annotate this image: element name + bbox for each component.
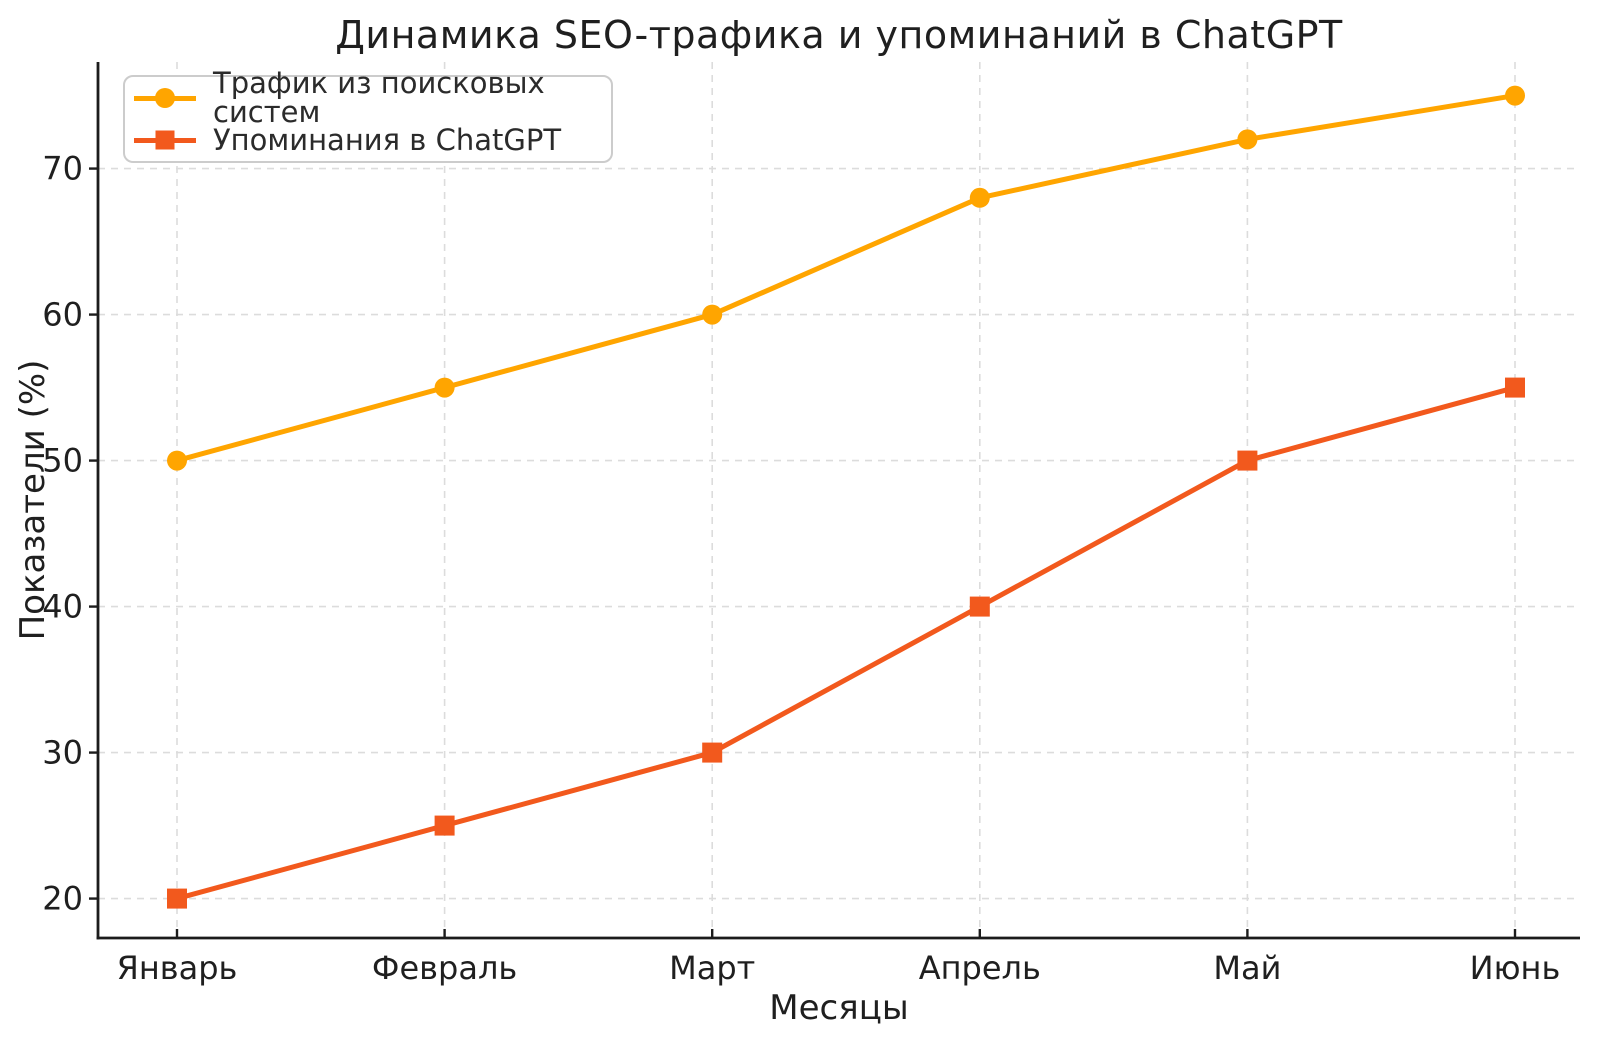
legend-line-circle-swatch xyxy=(134,87,196,109)
legend-label: Трафик из поисковых систем xyxy=(213,66,545,129)
series-line xyxy=(174,93,1518,464)
series-line xyxy=(174,385,1518,902)
y-tick-label: 30 xyxy=(42,734,83,772)
legend-line-square-swatch xyxy=(134,129,196,151)
chart-title: Динамика SEO-трафика и упоминаний в Chat… xyxy=(335,13,1343,57)
x-tick-label: Май xyxy=(1213,949,1281,987)
y-tick-label: 50 xyxy=(42,442,83,480)
x-tick-label: Январь xyxy=(117,949,238,987)
y-tick-label: 20 xyxy=(42,880,83,918)
x-tick-label: Апрель xyxy=(919,949,1041,987)
y-tick-label: 70 xyxy=(42,150,83,188)
data-point-marker xyxy=(702,304,723,325)
legend-item-chatgpt-mentions: Упоминания в ChatGPT xyxy=(134,119,611,161)
x-tick-label: Март xyxy=(669,949,755,987)
data-point-marker xyxy=(1237,450,1258,471)
circle-marker-icon xyxy=(155,88,175,108)
x-tick-label: Июнь xyxy=(1470,949,1561,987)
legend-label: Упоминания в ChatGPT xyxy=(213,122,562,157)
data-point-marker xyxy=(702,742,723,763)
data-point-marker xyxy=(1505,85,1525,106)
data-point-marker xyxy=(167,450,187,471)
x-tick-label: Февраль xyxy=(372,949,517,987)
data-point-marker xyxy=(1237,129,1258,150)
y-tick-label: 60 xyxy=(42,296,83,334)
data-point-marker xyxy=(434,377,455,398)
data-point-marker xyxy=(969,596,990,617)
data-point-marker xyxy=(434,815,455,836)
square-marker-icon xyxy=(155,130,175,150)
x-axis-title: Месяцы xyxy=(769,988,909,1028)
data-point-marker xyxy=(1505,377,1525,398)
legend-item-search-traffic: Трафик из поисковых систем xyxy=(134,69,611,127)
data-point-marker xyxy=(969,187,990,208)
legend: Трафик из поисковых систем Упоминания в … xyxy=(123,69,613,163)
data-point-marker xyxy=(167,888,187,909)
y-axis-title: Показатели (%) xyxy=(13,359,53,641)
y-tick-label: 40 xyxy=(42,588,83,626)
